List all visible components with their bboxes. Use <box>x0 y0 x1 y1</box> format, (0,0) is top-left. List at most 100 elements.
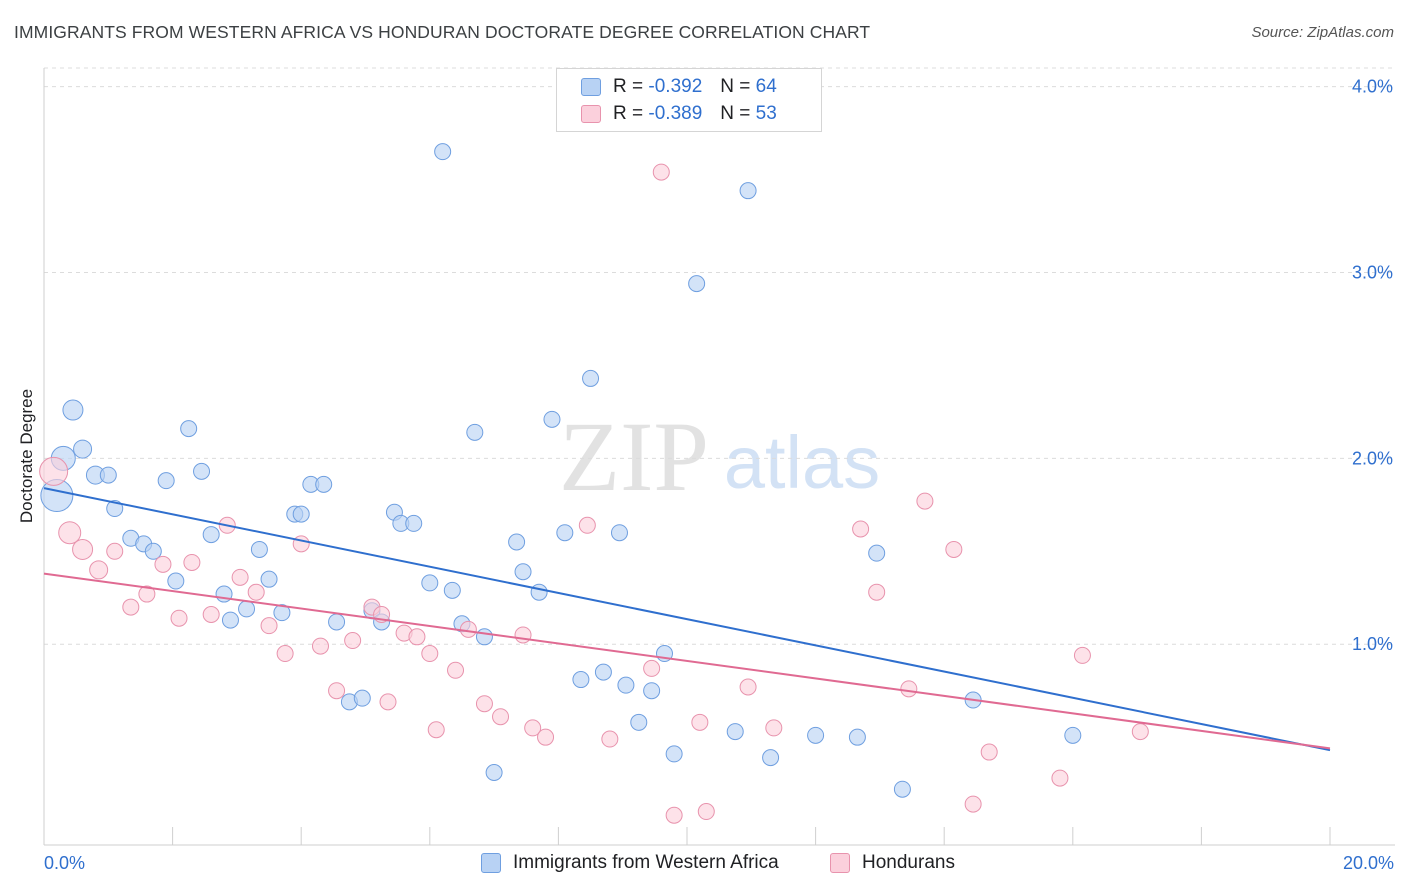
point-series1-47 <box>945 540 963 558</box>
point-series0-2 <box>62 399 84 421</box>
y-tick-label-2: 3.0% <box>1352 262 1393 282</box>
point-series0-27 <box>353 689 371 707</box>
trend-line-1 <box>43 572 1331 750</box>
point-series1-48 <box>964 795 982 813</box>
point-series1-50 <box>1051 769 1069 787</box>
point-series1-16 <box>292 535 310 553</box>
n-label: N = <box>720 76 751 97</box>
point-series1-7 <box>154 555 172 573</box>
point-series1-4 <box>106 542 124 560</box>
point-series0-38 <box>475 628 493 646</box>
point-series0-61 <box>893 780 911 798</box>
point-series1-19 <box>344 632 362 650</box>
trend-line-0 <box>43 487 1331 752</box>
point-series0-6 <box>106 500 124 518</box>
series-legend: Immigrants from Western Africa Hondurans <box>0 852 1406 878</box>
point-series0-44 <box>556 524 574 542</box>
y-tick-label-1: 2.0% <box>1352 448 1393 468</box>
point-series0-12 <box>180 420 198 438</box>
point-series1-45 <box>900 680 918 698</box>
point-series0-13 <box>193 462 211 480</box>
point-series1-33 <box>537 728 555 746</box>
point-series1-35 <box>601 730 619 748</box>
point-series0-14 <box>202 526 220 544</box>
point-series1-28 <box>459 620 477 638</box>
point-series1-29 <box>475 695 493 713</box>
point-series1-41 <box>739 678 757 696</box>
point-series0-35 <box>443 581 461 599</box>
point-series0-43 <box>543 410 561 428</box>
point-series1-42 <box>765 719 783 737</box>
n-label: N = <box>720 103 751 124</box>
stats-legend-row-hondurans: R = -0.389 N = 53 <box>581 101 777 127</box>
hondurans-legend-swatch <box>830 853 850 873</box>
point-series0-60 <box>868 544 886 562</box>
point-series1-14 <box>260 617 278 635</box>
point-series1-40 <box>697 803 715 821</box>
point-series0-55 <box>726 723 744 741</box>
point-series0-37 <box>466 423 484 441</box>
point-series1-6 <box>138 585 156 603</box>
y-tick-label-3: 4.0% <box>1352 77 1393 97</box>
point-series0-5 <box>99 466 117 484</box>
point-series1-5 <box>122 598 140 616</box>
point-series1-34 <box>578 516 596 534</box>
y-tick-label-0: 1.0% <box>1352 634 1393 654</box>
point-series1-9 <box>183 553 201 571</box>
western-africa-legend-swatch <box>481 853 501 873</box>
point-series0-11 <box>167 572 185 590</box>
watermark-zip: ZIP <box>559 401 709 512</box>
point-series0-46 <box>582 369 600 387</box>
point-series0-20 <box>273 604 291 622</box>
legend-item-hondurans: Hondurans <box>830 852 955 874</box>
point-series0-3 <box>73 439 93 459</box>
trend-lines <box>43 487 1331 752</box>
point-series1-38 <box>665 806 683 824</box>
point-series0-34 <box>434 143 452 161</box>
point-series1-44 <box>868 583 886 601</box>
point-series0-39 <box>485 764 503 782</box>
point-series1-18 <box>328 682 346 700</box>
point-series1-0 <box>39 456 69 486</box>
point-series1-12 <box>231 568 249 586</box>
stats-legend: R = -0.392 N = 64 R = -0.389 N = 53 <box>556 68 822 132</box>
point-series0-51 <box>643 682 661 700</box>
legend-label: Immigrants from Western Africa <box>513 852 779 873</box>
point-series1-51 <box>1073 646 1091 664</box>
x-tick-min: 0.0% <box>44 853 86 873</box>
point-series1-10 <box>202 606 220 624</box>
point-series0-59 <box>848 728 866 746</box>
point-series0-33 <box>421 574 439 592</box>
point-series1-24 <box>408 628 426 646</box>
point-series1-8 <box>170 609 188 627</box>
data-points <box>39 143 1149 824</box>
point-series0-42 <box>530 583 548 601</box>
point-series0-22 <box>292 505 310 523</box>
point-series1-32 <box>524 719 542 737</box>
hondurans-swatch <box>581 105 601 123</box>
point-series0-41 <box>514 563 532 581</box>
legend-item-western-africa: Immigrants from Western Africa <box>481 852 779 874</box>
point-series1-1 <box>58 521 82 545</box>
point-series1-3 <box>89 560 109 580</box>
point-series0-53 <box>665 745 683 763</box>
point-series0-18 <box>250 540 268 558</box>
point-series0-63 <box>1064 726 1082 744</box>
gridlines <box>44 67 1395 645</box>
point-series0-17 <box>238 600 256 618</box>
axes <box>43 68 1395 846</box>
point-series1-22 <box>379 693 397 711</box>
legend-label: Hondurans <box>862 852 955 873</box>
point-series1-52 <box>1131 723 1149 741</box>
point-series0-25 <box>328 613 346 631</box>
point-series1-26 <box>427 721 445 739</box>
point-series1-15 <box>276 645 294 663</box>
chart-source: Source: ZipAtlas.com <box>1251 24 1394 41</box>
point-series0-57 <box>762 749 780 767</box>
western-africa-swatch <box>581 78 601 96</box>
r-value: -0.389 <box>648 103 703 124</box>
chart-title: IMMIGRANTS FROM WESTERN AFRICA VS HONDUR… <box>14 22 871 42</box>
point-series1-27 <box>447 661 465 679</box>
watermark: ZIP atlas <box>559 401 880 512</box>
